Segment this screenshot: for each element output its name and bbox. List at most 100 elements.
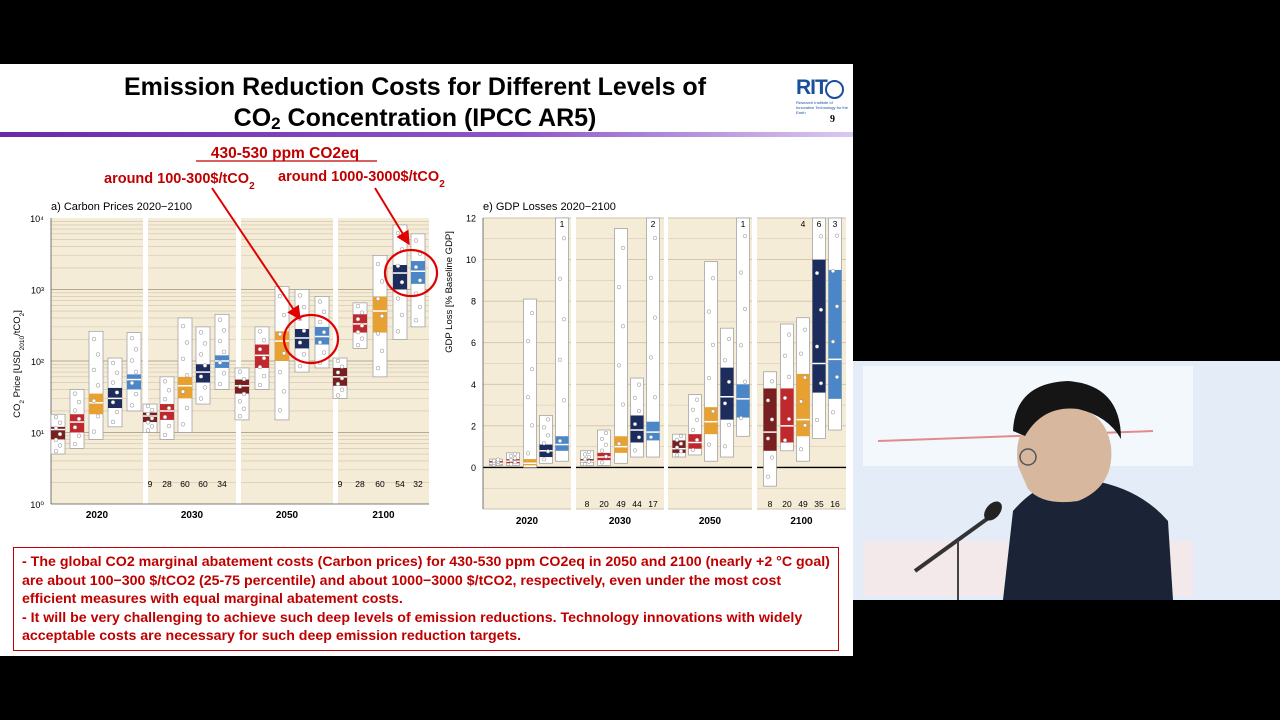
chart-e-range-box [555,217,569,462]
slide-title-line1: Emission Reduction Costs for Different L… [123,73,707,101]
globe-icon [824,80,844,100]
chart-a-data-point [72,391,78,396]
chart-a-data-point [91,336,97,342]
chart-e-data-point [525,339,531,344]
chart-a-data-point [198,374,204,379]
chart-e-range-box [646,217,660,458]
chart-e-data-point [786,417,792,422]
chart-a-data-point [321,350,327,355]
chart-a-data-point [110,360,116,366]
chart-a-data-point [202,385,208,390]
chart-a-data-point [76,416,82,422]
chart-a-data-point [95,414,101,419]
chart-a-data-point [237,414,243,419]
chart-e-iqr-box [555,436,569,451]
chart-e-data-point [782,438,788,443]
chart-a-data-point [184,340,190,345]
chart-a-data-point [395,329,401,334]
chart-e-data-point [706,376,712,381]
chart-e-iqr-box [630,415,644,443]
chart-e-data-point [830,268,836,274]
chart-a-data-point [95,352,101,357]
chart-a-data-point [145,428,151,433]
chart-e-ytick-label: 6 [471,338,476,348]
chart-e-ytick-label: 4 [471,380,476,390]
chart-a-data-point [133,347,139,352]
chart-e-data-point [834,233,840,238]
chart-e-data-point [769,455,775,460]
chart-a-data-point [297,293,303,298]
chart-a-data-point [133,369,139,374]
annotation-arrow-right [374,187,410,246]
chart-e-data-point [814,417,820,423]
chart-e-data-point [814,271,820,276]
chart-e-iqr-box [704,407,718,435]
chart-a-data-point [375,366,381,371]
chart-e-data-point [561,398,567,403]
chart-e-data-point [616,441,622,446]
chart-e-data-point [603,454,609,459]
chart-e-data-point [652,395,658,400]
chart-a-data-point [166,423,172,429]
chart-e-data-point [726,379,732,384]
chart-e-count-label: 20 [599,499,609,509]
chart-e-category-label: 2050 [699,516,722,527]
chart-e-data-point [529,311,535,316]
chart-e-data-point [694,437,700,442]
chart-e-data-point [561,236,567,241]
chart-e-count-label: 8 [768,499,773,509]
chart-a-data-point [277,408,283,413]
chart-e-data-point [541,425,547,430]
chart-a-iqr-box [393,265,407,290]
annotation-layer: 430-530 ppm CO2eq around 100-300$/tCO2 aro… [104,145,445,365]
chart-a-data-point [355,329,361,335]
chart-e-ylabel: GDP Loss [% Baseline GDP] [444,231,455,353]
summary-box: - The global CO2 marginal abatement cost… [13,547,839,651]
title-divider [0,132,853,137]
chart-e-data-point [674,437,680,442]
chart-e-data-point [557,276,563,281]
chart-e-data-point [798,447,804,452]
chart-a-data-point [162,432,168,438]
chart-a-data-point [129,358,135,363]
chart-e-count-label: 35 [814,499,824,509]
chart-e-data-point [786,374,792,379]
chart-a-data-point [57,420,63,425]
chart-a-data-point [359,336,365,341]
chart-e-data-point [599,460,605,465]
chart-e-data-point [620,324,626,329]
chart-a-category-label: 2050 [276,510,299,521]
chart-a-data-point [129,380,135,386]
chart-e-data-point [636,408,642,414]
chart-e-data-point [742,306,748,311]
chart-a-data-point [221,328,227,333]
chart-a-data-point [91,398,97,403]
chart-a-data-point [72,442,78,447]
chart-e-data-point [582,457,588,462]
chart-a-data-point [95,383,101,388]
chart-e-data-point [674,445,680,450]
chart-a-data-point [198,330,204,335]
chart-a-data-point [261,356,267,361]
chart-a-data-point [133,392,139,397]
chart-a-data-point [145,412,151,417]
chart-e-data-point [582,452,588,457]
chart-e-data-point [561,317,567,322]
chart-a-ytick-label: 10⁰ [30,500,44,510]
chart-e-data-point [798,351,804,356]
chart-area: a) Carbon Prices 2020−210010⁰10¹10²10³10… [12,145,846,527]
summary-paragraph-2: - It will be very challenging to achieve… [22,609,803,645]
chart-a-data-point [413,318,419,323]
chart-e-category-label: 2030 [609,516,632,527]
highlight-circle-2050 [282,313,340,365]
chart-a-data-point [413,264,419,270]
chart-e-data-point [648,275,654,280]
chart-a-data-point [281,351,287,356]
chart-a-data-point [237,399,243,404]
chart-a-data-point [217,381,223,387]
chart-e-data-point [545,433,551,438]
chart-a-data-point [277,370,283,375]
chart-e-count-label: 49 [798,499,808,509]
chart-e-count-label: 49 [616,499,626,509]
chart-a-count-label: 60 [375,479,385,489]
